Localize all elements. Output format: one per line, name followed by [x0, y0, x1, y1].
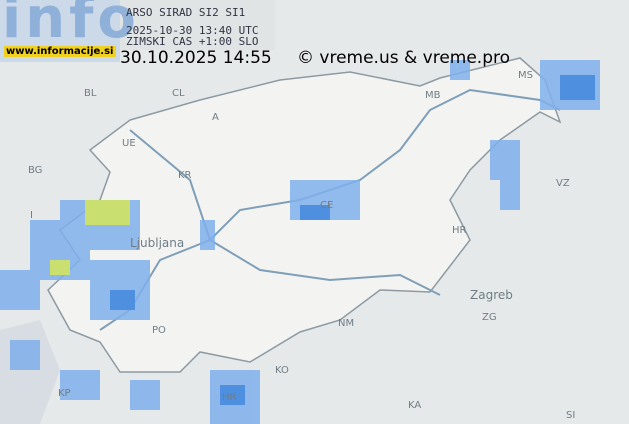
radar-time: 2025-10-30 13:40 UTC [126, 24, 259, 37]
map-label: NM [338, 318, 355, 329]
radar-echoes-strong [50, 200, 130, 275]
map-label: CE [320, 200, 334, 211]
timestamp: 30.10.2025 14:55 [120, 48, 272, 68]
map-label: KO [275, 365, 289, 376]
map-label: VZ [556, 178, 570, 189]
map-label: A [212, 112, 219, 123]
map-label: BG [28, 165, 43, 176]
map-label: CL [172, 88, 185, 99]
sea [0, 320, 60, 424]
info-box [120, 0, 275, 50]
map-label: HR [222, 392, 237, 403]
radar-zone: ZIMSKI CAS +1:00 SLO [126, 35, 259, 48]
map-label: PO [152, 325, 166, 336]
radar-echoes-mid [110, 75, 595, 405]
map-label: MS [518, 70, 533, 81]
map-label: ZG [482, 312, 497, 323]
road [209, 239, 441, 296]
map-label: BL [84, 88, 97, 99]
map-label: KR [178, 170, 192, 181]
map-label: KA [408, 400, 422, 411]
logo: info [2, 0, 140, 51]
map-label: Ljubljana [130, 236, 185, 250]
radar-source: ARSO SIRAD SI2 SI1 [126, 6, 246, 19]
map-label: HR [452, 225, 467, 236]
map-label: MB [425, 90, 441, 101]
map-label: I [30, 210, 33, 221]
map-label: KP [58, 388, 71, 399]
map-label: SI [566, 410, 576, 421]
map-label: Zagreb [470, 288, 513, 302]
logo-url: www.informacije.si [4, 46, 116, 57]
map-label: UE [122, 138, 136, 149]
copyright: © vreme.us & vreme.pro [297, 48, 511, 68]
